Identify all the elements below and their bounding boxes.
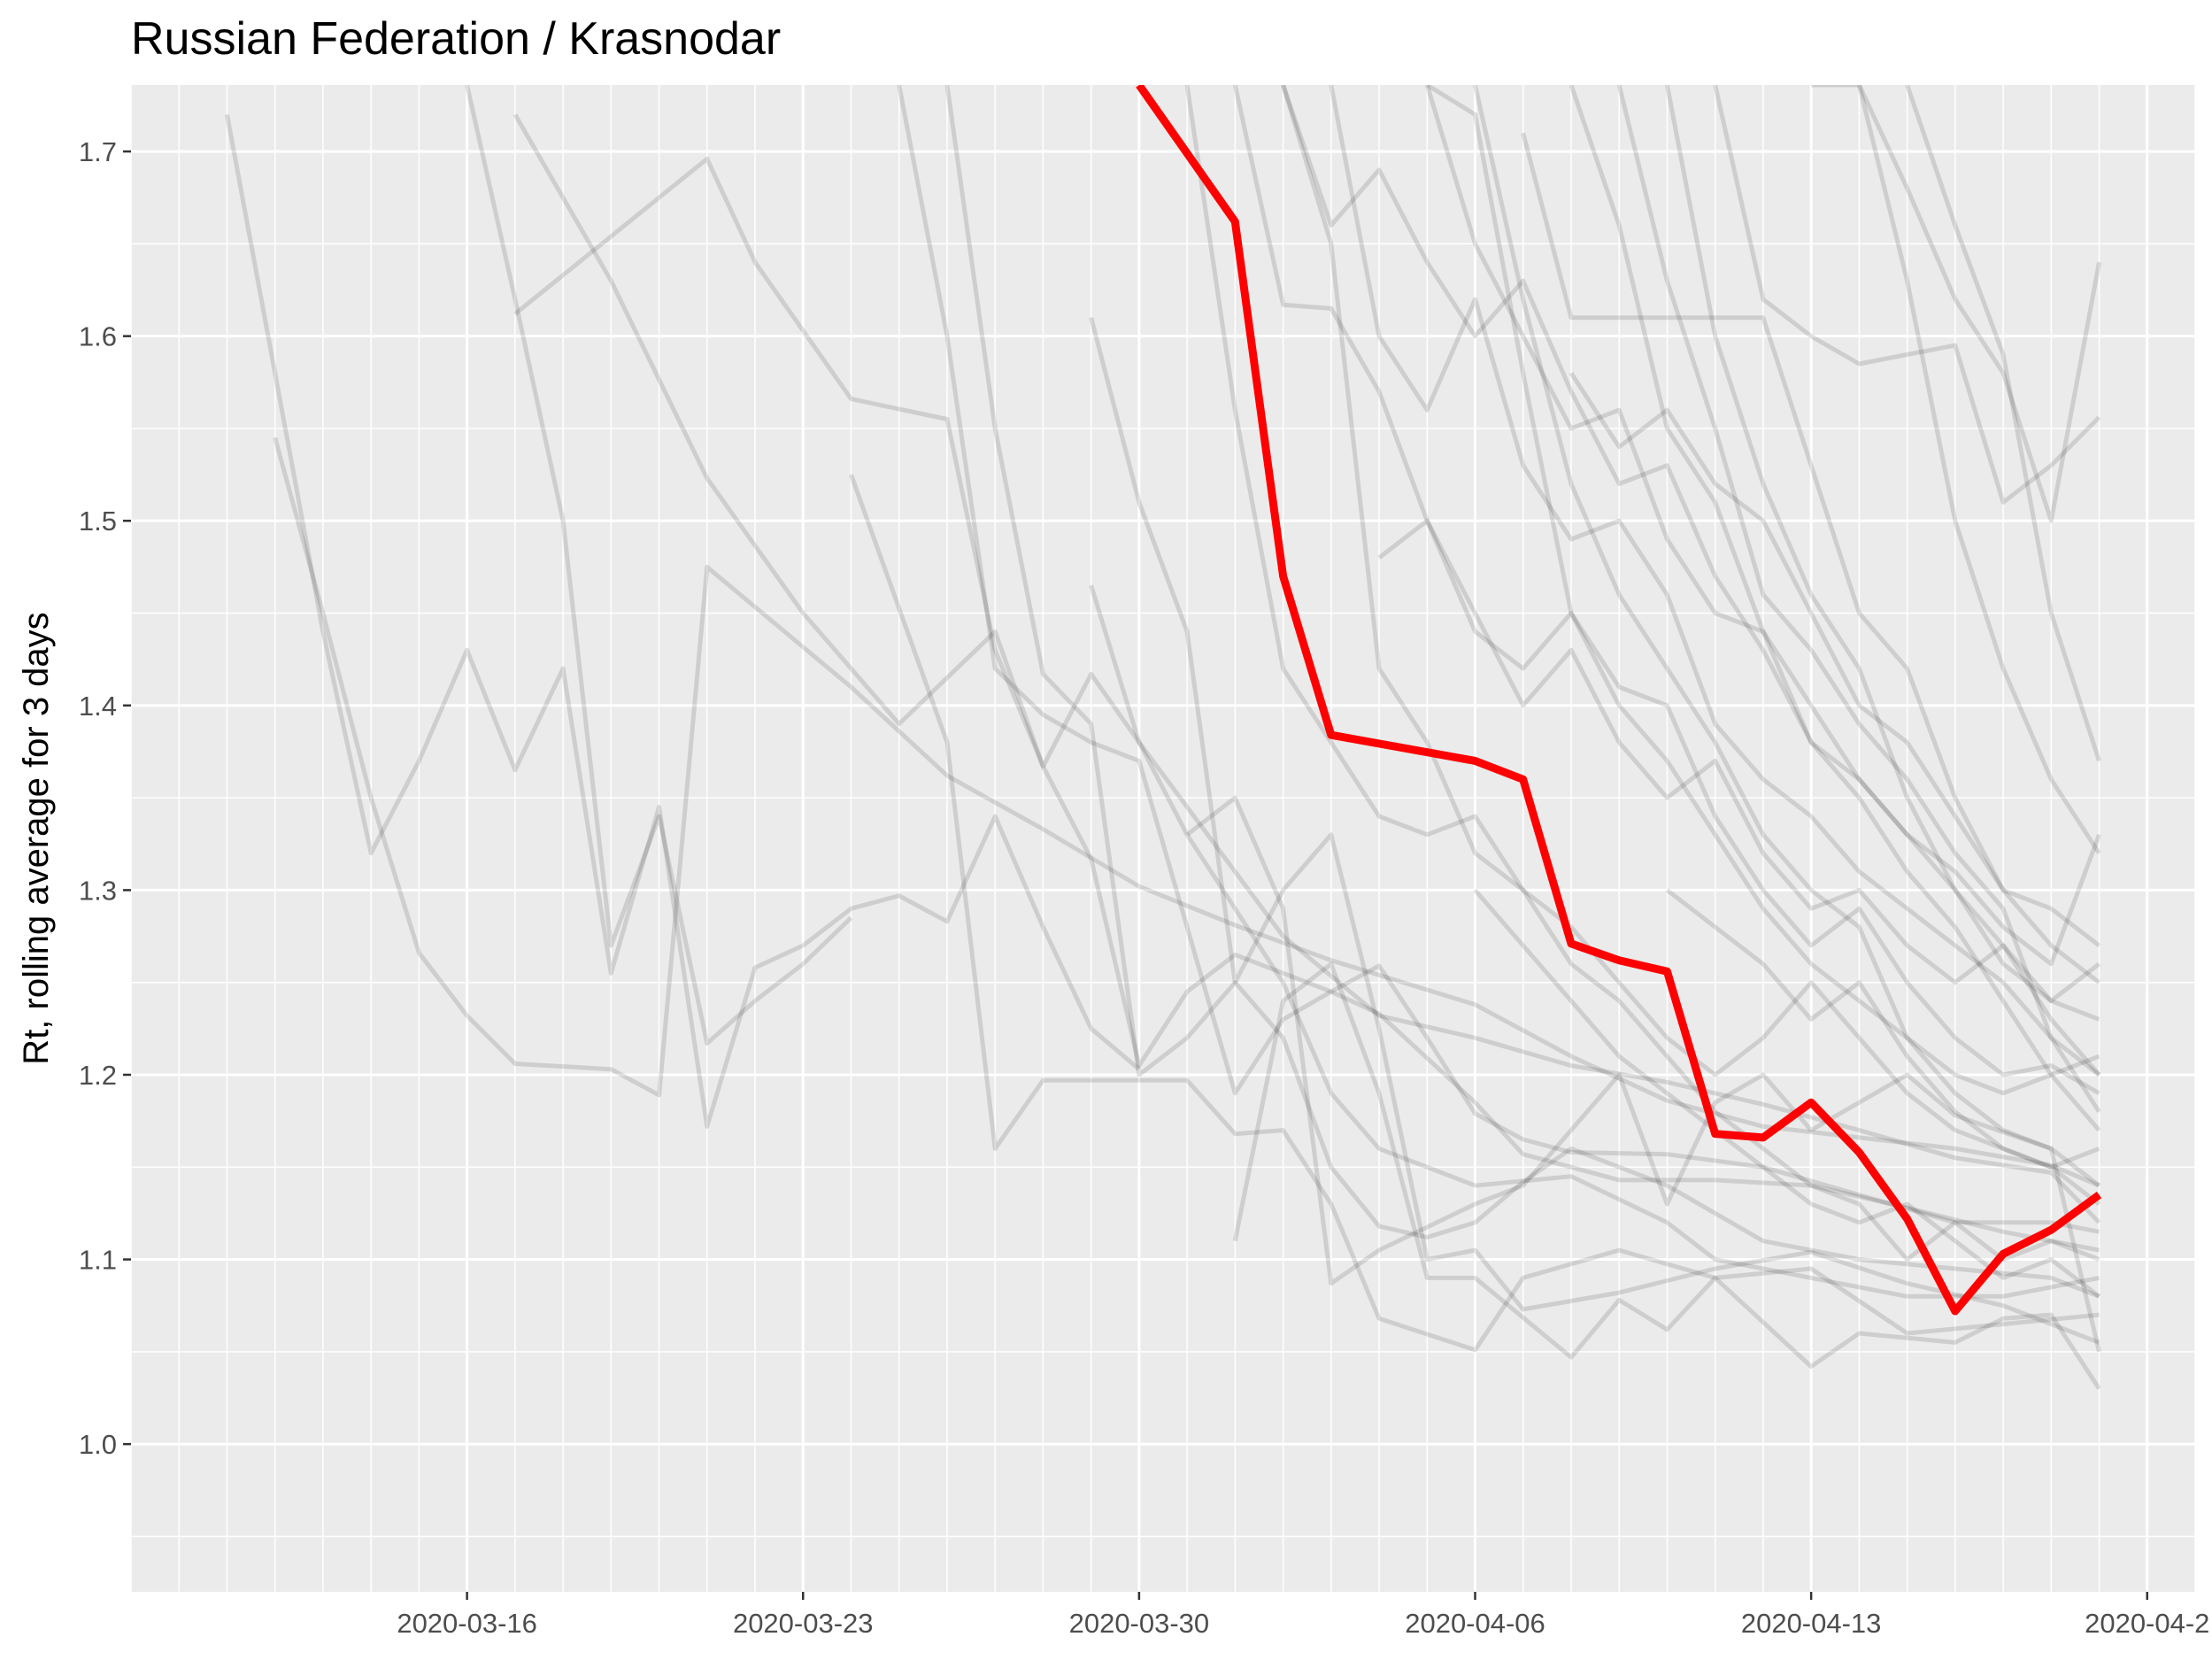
x-tick-label: 2020-04-13 (1741, 1608, 1882, 1639)
y-axis-title: Rt, rolling average for 3 days (17, 612, 56, 1064)
context-series-line (1281, 85, 2100, 1262)
context-series-line (273, 436, 2100, 1188)
context-series-line (1184, 85, 2101, 1206)
context-series-line (1089, 584, 2100, 1299)
y-tick-label: 1.5 (79, 506, 117, 537)
highlight-series-line (1136, 85, 2102, 1316)
x-tick-label: 2020-03-30 (1069, 1608, 1210, 1639)
x-tick-label: 2020-03-16 (397, 1608, 537, 1639)
context-series-line (465, 85, 853, 1046)
context-series-line (1856, 85, 2101, 855)
highlight-layer (1136, 85, 2102, 1316)
context-series-line (1664, 85, 2101, 1077)
context-series-line (897, 85, 2100, 1234)
context-series-line (1713, 85, 2101, 505)
context-series-line (1473, 888, 2101, 1299)
context-series-line (1425, 85, 2100, 1096)
context-series-line (1521, 132, 2101, 984)
context-series-line (1424, 85, 2101, 967)
y-axis: 1.0 1.1 1.2 1.3 1.4 1.5 1.6 1.7 (79, 136, 131, 1460)
context-series-line (1473, 85, 2101, 1188)
context-series-line (944, 85, 2100, 1299)
major-gridlines (131, 85, 2195, 1592)
context-series-line (1089, 317, 2100, 1345)
context-series-line (1811, 85, 2101, 523)
y-tick-label: 1.4 (79, 691, 117, 722)
context-series-line (1281, 85, 2100, 1022)
context-series-line (1568, 372, 2101, 947)
x-axis: 2020-03-16 2020-03-23 2020-03-30 2020-04-06… (397, 1592, 2209, 1639)
context-series-line (1232, 961, 2101, 1390)
y-tick-label: 1.6 (79, 321, 117, 352)
context-series-line (1905, 85, 2101, 762)
context-series-line (1616, 85, 2101, 1114)
y-tick-label: 1.0 (79, 1429, 117, 1460)
y-tick-label: 1.2 (79, 1060, 117, 1091)
series-layer (225, 85, 2101, 1390)
x-tick-label: 2020-04-2 (2085, 1608, 2209, 1639)
context-series-line (1185, 795, 2101, 1353)
y-tick-label: 1.1 (79, 1245, 117, 1276)
context-series-line (1377, 518, 2101, 1003)
context-series-line (513, 113, 2100, 1253)
chart-title: Russian Federation / Krasnodar (131, 13, 782, 65)
x-tick-label: 2020-04-06 (1405, 1608, 1545, 1639)
context-series-line (849, 474, 2100, 1353)
context-series-line (225, 113, 1141, 1129)
context-series-line (1568, 85, 2101, 1132)
context-series-line (513, 156, 2101, 1224)
x-tick-label: 2020-03-23 (733, 1608, 874, 1639)
context-series-line (1665, 888, 2100, 1170)
y-tick-label: 1.3 (79, 875, 117, 906)
context-series-line (1329, 85, 2101, 1077)
y-tick-label: 1.7 (79, 136, 117, 167)
context-series-line (1232, 85, 2100, 1095)
